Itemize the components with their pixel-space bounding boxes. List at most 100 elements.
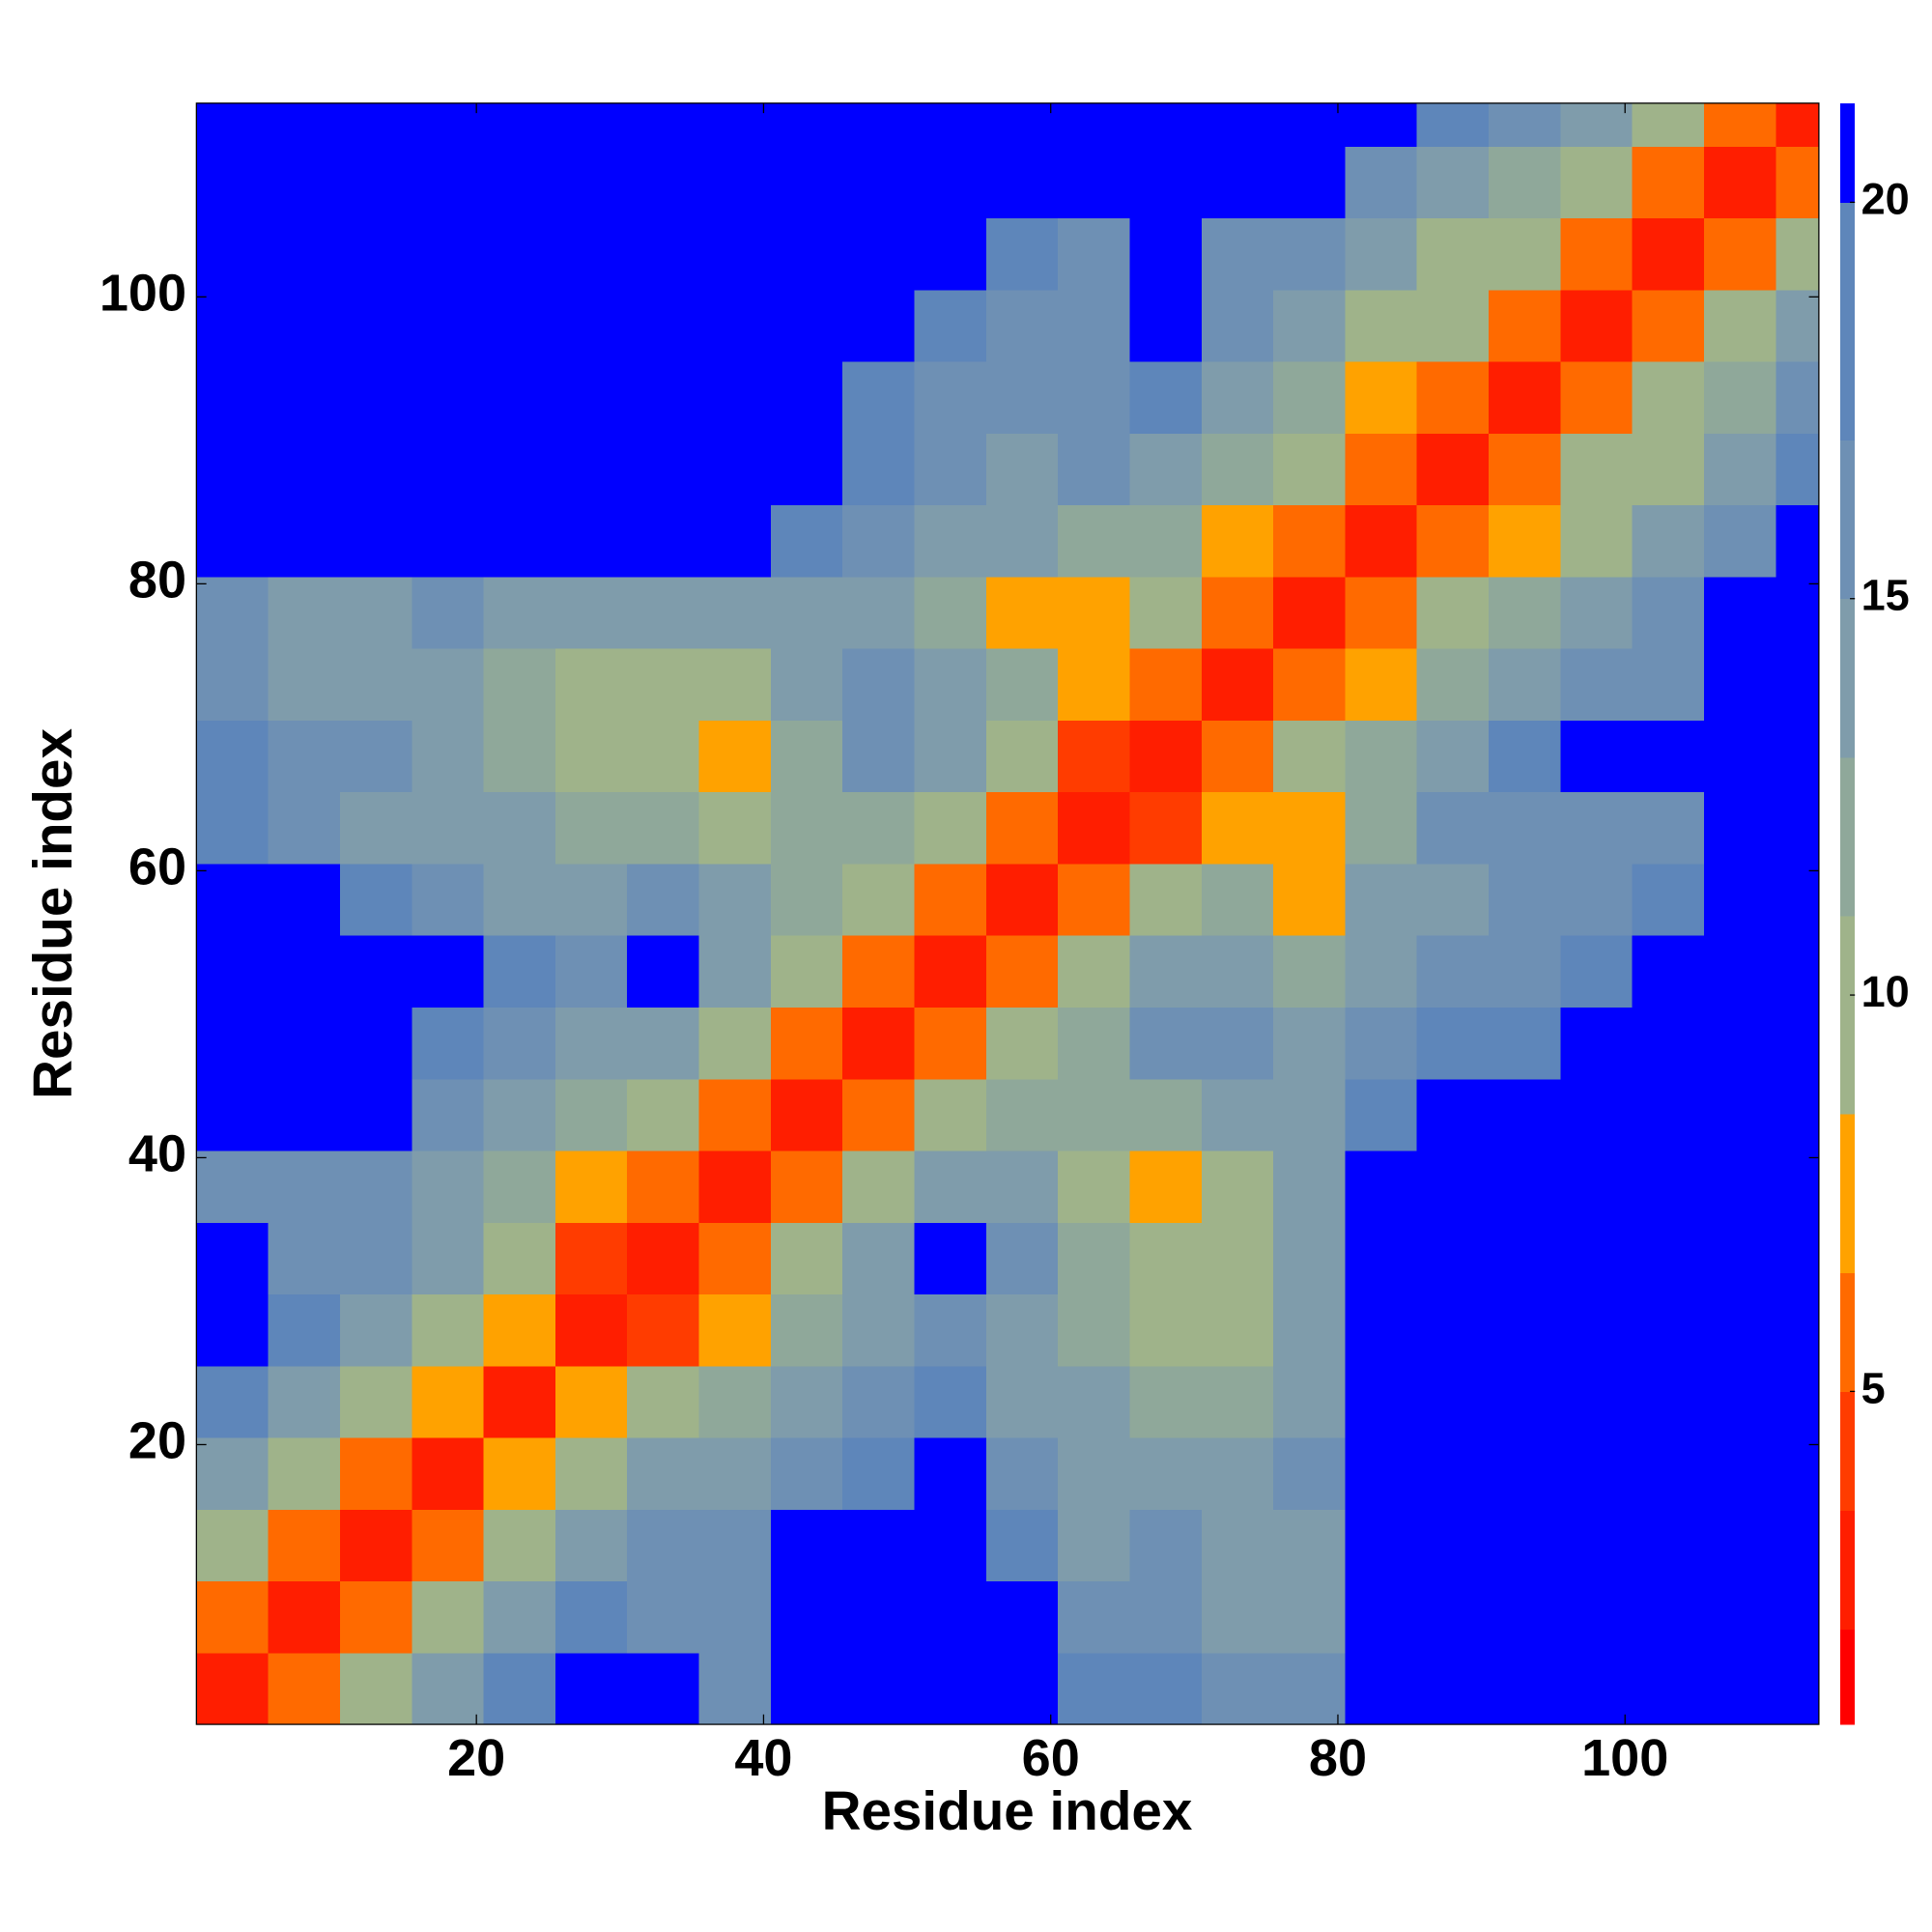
heatmap-cell xyxy=(842,935,916,1008)
heatmap-cell xyxy=(1703,1222,1776,1295)
heatmap-cell xyxy=(914,289,987,362)
heatmap-cell xyxy=(1416,935,1490,1008)
heatmap-cell xyxy=(1058,791,1130,865)
heatmap-cell xyxy=(1489,146,1561,219)
heatmap-cell xyxy=(985,1293,1059,1367)
heatmap-cell xyxy=(842,576,916,649)
heatmap-cell xyxy=(698,1078,772,1151)
heatmap-cell xyxy=(1129,1437,1203,1510)
heatmap-cell xyxy=(1058,217,1130,291)
heatmap-cell xyxy=(554,433,628,506)
heatmap-cell xyxy=(842,433,916,506)
heatmap-cell xyxy=(412,863,485,936)
heatmap-cell xyxy=(1703,1509,1776,1582)
heatmap-cell xyxy=(554,935,628,1008)
heatmap-cell xyxy=(268,863,341,936)
heatmap-cell xyxy=(1560,863,1634,936)
heatmap-cell xyxy=(412,1007,485,1080)
x-tick-label: 80 xyxy=(1309,1729,1367,1787)
heatmap-cell xyxy=(1201,1437,1274,1510)
heatmap-cell xyxy=(1201,433,1274,506)
heatmap-cell xyxy=(985,791,1059,865)
heatmap-cell xyxy=(412,289,485,362)
heatmap-cell xyxy=(1703,504,1776,578)
heatmap-cell xyxy=(339,289,412,362)
heatmap-cell xyxy=(339,935,412,1008)
heatmap-cell xyxy=(1345,863,1418,936)
heatmap-cell xyxy=(268,1151,341,1223)
heatmap-cell xyxy=(1416,1580,1490,1654)
heatmap-cell xyxy=(698,1580,772,1654)
heatmap-cell xyxy=(1776,146,1820,219)
heatmap-cell xyxy=(770,576,843,649)
heatmap-cell xyxy=(1776,1652,1820,1725)
heatmap-cell xyxy=(1129,1222,1203,1295)
heatmap-cell xyxy=(914,935,987,1008)
heatmap-cell xyxy=(627,217,700,291)
heatmap-cell xyxy=(1703,1151,1776,1223)
heatmap-cell xyxy=(1345,935,1418,1008)
heatmap-cell xyxy=(412,217,485,291)
heatmap-cell xyxy=(985,1222,1059,1295)
heatmap-cell xyxy=(914,863,987,936)
heatmap-cell xyxy=(1416,1222,1490,1295)
heatmap-cell xyxy=(770,433,843,506)
heatmap-cell xyxy=(1416,720,1490,793)
heatmap-cell xyxy=(412,648,485,721)
heatmap-cell xyxy=(1273,935,1346,1008)
heatmap-cell xyxy=(1560,1580,1634,1654)
heatmap-cell xyxy=(914,1007,987,1080)
heatmap-cell xyxy=(627,720,700,793)
heatmap-cell xyxy=(339,1078,412,1151)
heatmap-cell xyxy=(1560,1222,1634,1295)
heatmap-cell xyxy=(1058,648,1130,721)
heatmap-cell xyxy=(483,863,556,936)
heatmap-cell xyxy=(1129,146,1203,219)
heatmap-cell xyxy=(1345,648,1418,721)
heatmap-cell xyxy=(842,648,916,721)
heatmap-cell xyxy=(914,576,987,649)
heatmap-cell xyxy=(1129,289,1203,362)
heatmap-cell xyxy=(339,1222,412,1295)
heatmap-cell xyxy=(985,361,1059,434)
heatmap-cell xyxy=(554,1580,628,1654)
heatmap-cell xyxy=(698,504,772,578)
heatmap-cell xyxy=(268,1509,341,1582)
x-tick-label: 100 xyxy=(1581,1729,1668,1787)
heatmap-cell xyxy=(1201,1222,1274,1295)
heatmap-cell xyxy=(1345,1652,1418,1725)
heatmap-cell xyxy=(483,576,556,649)
heatmap-cell xyxy=(196,1509,270,1582)
heatmap-cell xyxy=(698,1365,772,1438)
heatmap-cell xyxy=(1776,289,1820,362)
heatmap-cell xyxy=(196,146,270,219)
heatmap-cell xyxy=(985,1437,1059,1510)
heatmap-cell xyxy=(1058,289,1130,362)
heatmap-cell xyxy=(770,1652,843,1725)
heatmap-cell xyxy=(1703,1437,1776,1510)
heatmap-cell xyxy=(1560,1365,1634,1438)
colorbar-level xyxy=(1839,102,1856,203)
heatmap-cell xyxy=(698,146,772,219)
heatmap-cell xyxy=(339,1007,412,1080)
heatmap-cell xyxy=(914,1151,987,1223)
heatmap-cell xyxy=(268,1365,341,1438)
heatmap-cell xyxy=(196,1007,270,1080)
heatmap-cell xyxy=(483,504,556,578)
heatmap-cell xyxy=(483,289,556,362)
heatmap-cell xyxy=(627,1580,700,1654)
heatmap-cell xyxy=(483,1509,556,1582)
heatmap-cell xyxy=(1129,217,1203,291)
heatmap-cell xyxy=(1489,1365,1561,1438)
heatmap-cell xyxy=(914,1222,987,1295)
heatmap-cell xyxy=(1489,576,1561,649)
colorbar-level xyxy=(1839,1272,1856,1392)
heatmap-cell xyxy=(1632,1007,1705,1080)
heatmap-cell xyxy=(627,1365,700,1438)
heatmap-cell xyxy=(627,576,700,649)
heatmap-cell xyxy=(1345,433,1418,506)
heatmap-cell xyxy=(1273,1580,1346,1654)
heatmap-cell xyxy=(698,935,772,1008)
heatmap-cell xyxy=(1201,576,1274,649)
heatmap-cell xyxy=(196,1222,270,1295)
